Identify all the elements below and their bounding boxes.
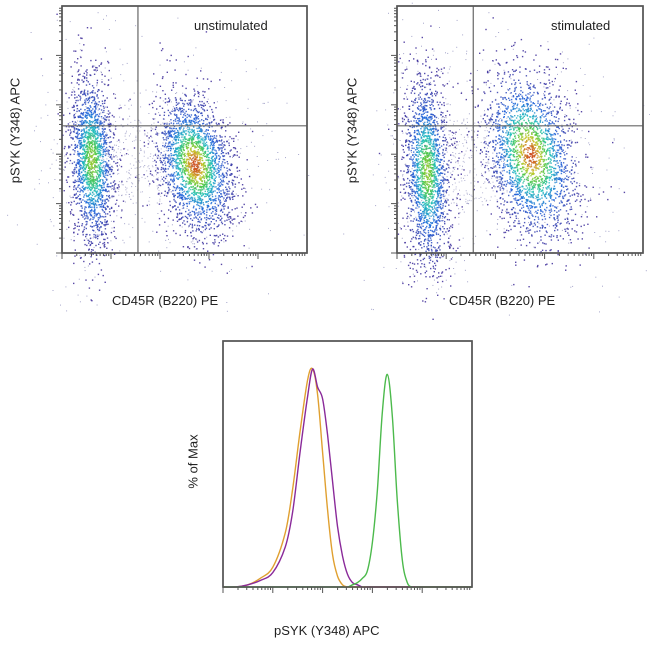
histogram-overlay: pSYK (Y348) APC % of Max bbox=[170, 330, 490, 647]
plot-frame bbox=[222, 340, 473, 588]
y-axis-label: pSYK (Y348) APC bbox=[7, 77, 23, 184]
x-axis-label: pSYK (Y348) APC bbox=[274, 623, 380, 638]
x-axis-label: CD45R (B220) PE bbox=[112, 293, 219, 308]
y-axis-label: % of Max bbox=[185, 434, 201, 489]
dotplot-stimulated: stimulated CD45R (B220) PE pSYK (Y348) A… bbox=[335, 0, 650, 320]
plot-annotation-stimulated: stimulated bbox=[551, 18, 611, 33]
dotplot-stimulated-canvas bbox=[343, 2, 650, 320]
dotplot-unstimulated: unstimulated CD45R (B220) PE pSYK (Y348)… bbox=[0, 0, 325, 320]
y-axis-label: pSYK (Y348) APC bbox=[344, 77, 360, 184]
event-dots bbox=[343, 2, 650, 320]
x-axis-label: CD45R (B220) PE bbox=[449, 293, 556, 308]
plot-annotation-unstimulated: unstimulated bbox=[194, 18, 268, 33]
dotplot-unstimulated-canvas bbox=[7, 5, 310, 312]
event-dots bbox=[7, 12, 310, 312]
histogram-canvas bbox=[222, 340, 473, 593]
